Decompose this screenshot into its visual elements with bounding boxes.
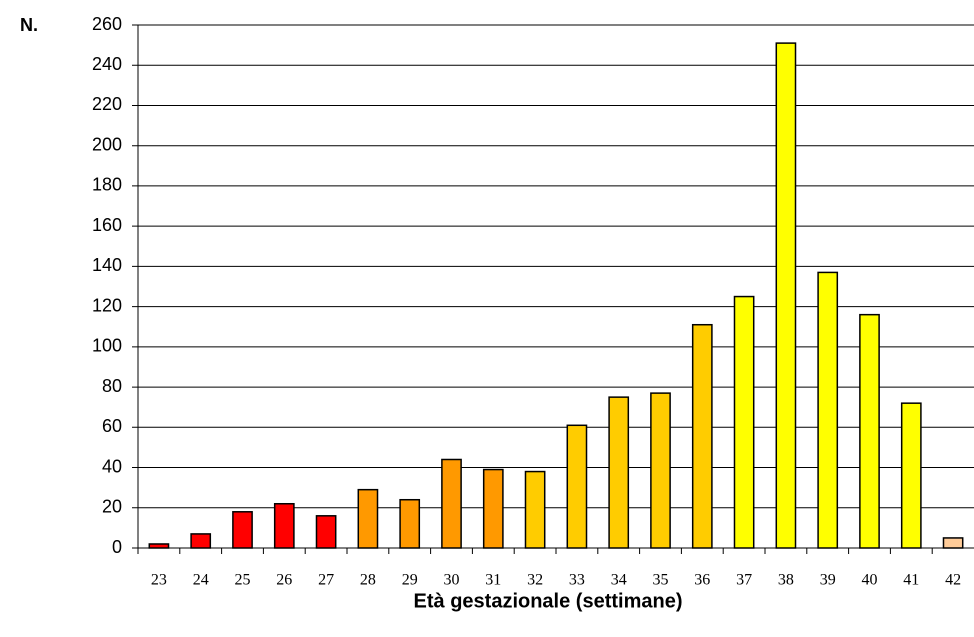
y-tick-label: 240 — [92, 54, 122, 74]
bar — [859, 313, 880, 549]
bar — [608, 396, 630, 549]
x-tick-label: 24 — [193, 572, 209, 589]
bar — [190, 533, 212, 549]
y-tick-label: 200 — [92, 134, 122, 154]
x-tick-label: 33 — [569, 572, 585, 589]
bar — [650, 392, 671, 549]
bar — [482, 468, 504, 549]
y-tick-label: 160 — [92, 215, 122, 235]
x-tick-label: 39 — [820, 572, 836, 589]
x-tick-label: 32 — [527, 572, 543, 589]
y-tick-label: 100 — [92, 336, 122, 356]
x-tick-label: 35 — [653, 572, 669, 589]
bar — [399, 498, 421, 549]
x-tick-label: 38 — [778, 572, 794, 589]
y-tick-label: 120 — [92, 295, 122, 315]
x-tick-label: 34 — [611, 572, 627, 589]
x-tick-label: 29 — [402, 572, 418, 589]
bar — [148, 543, 170, 549]
bar — [357, 488, 379, 549]
y-tick-label: 260 — [92, 14, 122, 34]
x-tick-label: 23 — [151, 572, 167, 589]
x-tick-label: 26 — [276, 572, 292, 589]
x-tick-label: 40 — [862, 572, 878, 589]
y-axis-label: N. — [20, 15, 38, 35]
bar — [817, 271, 839, 549]
y-tick-label: 140 — [92, 255, 122, 275]
x-tick-label: 37 — [736, 572, 752, 589]
x-tick-label: 31 — [485, 572, 501, 589]
bar — [775, 42, 797, 549]
x-tick-label: 27 — [318, 572, 334, 589]
bar — [232, 511, 253, 549]
x-tick-label: 36 — [694, 572, 710, 589]
x-tick-label: 30 — [444, 572, 460, 589]
y-tick-label: 40 — [102, 456, 122, 476]
y-tick-label: 20 — [102, 497, 122, 517]
y-tick-label: 180 — [92, 175, 122, 195]
bar — [733, 295, 755, 549]
x-tick-label: 25 — [235, 572, 251, 589]
x-axis-title: Età gestazionale (settimane) — [414, 590, 683, 612]
x-tick-label: 28 — [360, 572, 376, 589]
bar — [900, 402, 922, 549]
bar — [691, 323, 713, 549]
y-tick-label: 80 — [102, 376, 122, 396]
x-tick-label: 41 — [903, 572, 919, 589]
y-tick-label: 0 — [112, 537, 122, 557]
bar — [524, 470, 546, 549]
y-tick-label: 220 — [92, 94, 122, 114]
bar — [942, 537, 964, 549]
bar — [273, 502, 295, 549]
bar — [566, 424, 588, 549]
bar — [315, 515, 337, 549]
bar — [441, 458, 462, 549]
x-tick-label: 42 — [945, 572, 961, 589]
y-tick-label: 60 — [102, 416, 122, 436]
